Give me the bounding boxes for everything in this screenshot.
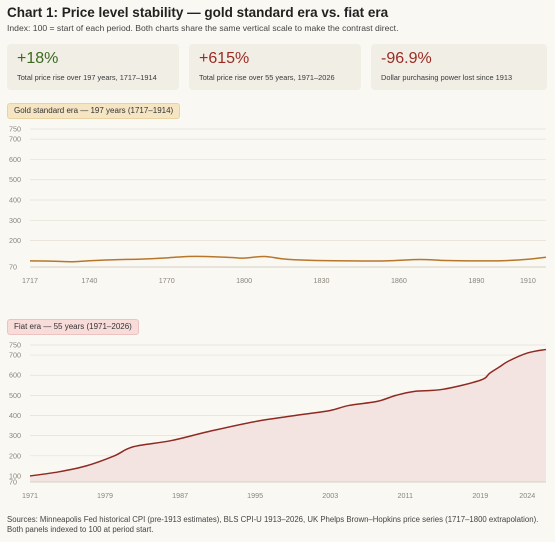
series-area: [30, 349, 546, 482]
source-note: Sources: Minneapolis Fed historical CPI …: [7, 515, 539, 534]
stat-label: Dollar purchasing power lost since 1913: [381, 73, 513, 82]
x-tick-label: 1995: [247, 491, 263, 500]
y-tick-label: 200: [9, 236, 21, 245]
x-tick-label: 1830: [314, 276, 330, 285]
x-tick-label: 1740: [81, 276, 97, 285]
stat-value: +18%: [17, 50, 59, 67]
gold-panel-label: Gold standard era — 197 years (1717–1914…: [7, 103, 181, 119]
x-tick-label: 2003: [322, 491, 338, 500]
x-tick-label: 1971: [22, 491, 38, 500]
x-tick-label: 1979: [97, 491, 113, 500]
x-tick-label: 2011: [398, 491, 413, 500]
y-tick-label: 600: [9, 371, 21, 380]
x-tick-label: 1770: [159, 276, 175, 285]
y-tick-label: 700: [9, 351, 21, 360]
y-tick-label: 750: [9, 341, 21, 350]
stat-card-fiat: +615% Total price rise over 55 years, 19…: [189, 44, 361, 90]
series-line: [29, 255, 547, 263]
x-tick-label: 2024: [519, 491, 535, 500]
y-tick-label: 600: [9, 155, 21, 164]
stat-label: Total price rise over 197 years, 1717–19…: [17, 73, 157, 82]
chart-subtitle: Index: 100 = start of each period. Both …: [7, 23, 399, 33]
y-tick-label: 400: [9, 411, 21, 420]
y-tick-label: 500: [9, 175, 21, 184]
x-tick-label: 1987: [172, 491, 188, 500]
x-tick-label: 1800: [236, 276, 252, 285]
y-tick-label: 750: [9, 125, 21, 134]
y-tick-label: 400: [9, 196, 21, 205]
stat-card-dollar: -96.9% Dollar purchasing power lost sinc…: [371, 44, 547, 90]
y-tick-label: 70: [9, 478, 17, 487]
stat-card-gold: +18% Total price rise over 197 years, 17…: [7, 44, 179, 90]
y-tick-label: 100: [9, 471, 21, 480]
y-tick-label: 300: [9, 216, 21, 225]
y-tick-label: 700: [9, 135, 21, 144]
stat-label: Total price rise over 55 years, 1971–202…: [199, 73, 335, 82]
fiat-panel-label: Fiat era — 55 years (1971–2026): [7, 319, 139, 335]
chart-title: Chart 1: Price level stability — gold st…: [7, 5, 389, 20]
y-tick-label: 70: [9, 263, 17, 272]
y-tick-label: 500: [9, 391, 21, 400]
series-line: [29, 348, 547, 477]
x-tick-label: 1860: [391, 276, 407, 285]
x-tick-label: 1890: [468, 276, 484, 285]
y-tick-label: 200: [9, 451, 21, 460]
x-tick-label: 2019: [472, 491, 488, 500]
y-tick-label: 300: [9, 431, 21, 440]
stat-value: +615%: [199, 50, 250, 67]
stat-value: -96.9%: [381, 50, 432, 67]
x-tick-label: 1717: [22, 276, 38, 285]
x-tick-label: 1910: [520, 276, 536, 285]
